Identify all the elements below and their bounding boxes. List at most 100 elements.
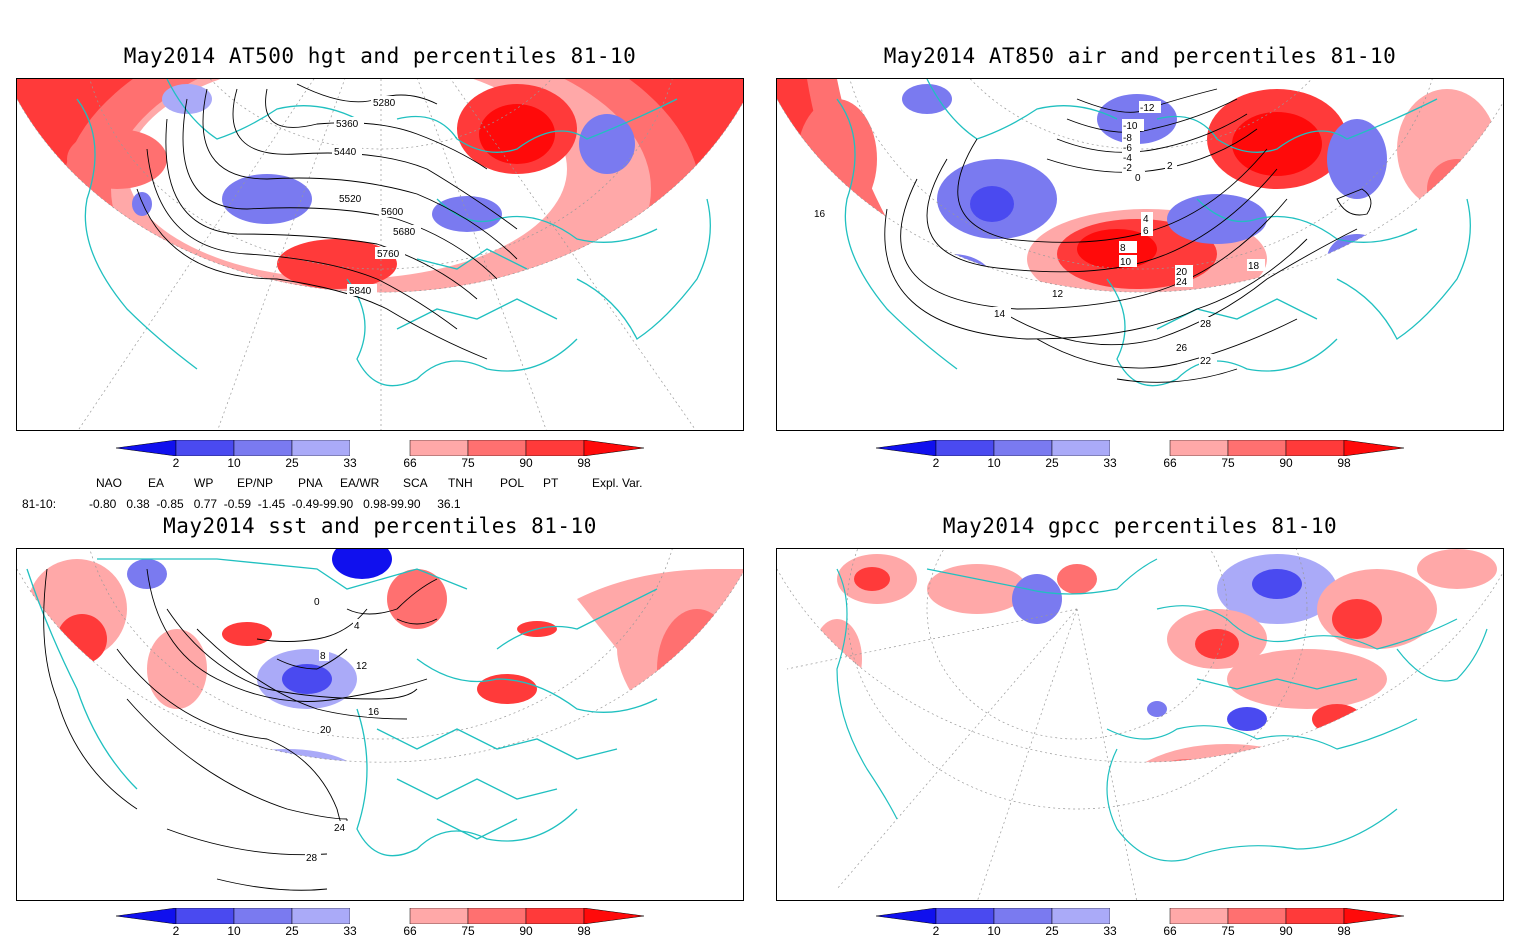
colorbar-swatches	[115, 439, 645, 457]
colorbar-tick: 2	[932, 456, 940, 470]
svg-text:8: 8	[1120, 243, 1126, 254]
colorbar-tick: 33	[343, 924, 357, 938]
svg-text:12: 12	[356, 661, 368, 672]
colorbar-tick: 66	[403, 456, 417, 470]
colorbar-tick: 66	[403, 924, 417, 938]
colorbar-top-left: 2 10 25 33 66 75 90 98	[115, 439, 646, 474]
colorbar-swatches	[875, 439, 1405, 457]
svg-text:-4: -4	[1123, 153, 1132, 164]
index-header-nao: NAO	[96, 476, 123, 490]
map-panel-hgt: 5280 5360 5440 5520 5600 5680 5760 5840	[16, 78, 744, 431]
colorbar-tick: 2	[172, 924, 180, 938]
colorbar-tick: 90	[1279, 924, 1293, 938]
index-header-wp: WP	[194, 476, 214, 490]
svg-text:-6: -6	[1123, 143, 1132, 154]
sst-contour-labels: 0 4 8 12 16 20 24 28	[305, 595, 383, 864]
svg-text:-2: -2	[1123, 163, 1132, 174]
colorbar-tick: 98	[1337, 924, 1351, 938]
svg-text:5360: 5360	[336, 119, 359, 130]
colorbar-tick: 25	[285, 924, 299, 938]
index-row-label: 81-10:	[22, 497, 57, 511]
svg-text:-12: -12	[1140, 103, 1155, 114]
svg-text:-8: -8	[1123, 133, 1132, 144]
svg-text:5520: 5520	[339, 194, 362, 205]
colorbar-tick: 25	[1045, 924, 1059, 938]
svg-text:10: 10	[1120, 257, 1132, 268]
svg-text:16: 16	[368, 707, 380, 718]
svg-text:5840: 5840	[349, 286, 372, 297]
index-header-epnp: EP/NP	[237, 476, 274, 490]
colorbar-tick: 25	[285, 456, 299, 470]
svg-text:24: 24	[334, 823, 346, 834]
colorbar-tick: 2	[932, 924, 940, 938]
svg-text:5760: 5760	[377, 249, 400, 260]
hgt-contour-labels: 5280 5360 5440 5520 5600 5680 5760 5840	[332, 96, 421, 297]
svg-text:14: 14	[994, 309, 1006, 320]
map-air: -12 -10 -8 -6 -4 -2 0 2 4 6 8 10 12 14 1…	[777, 79, 1503, 387]
index-header-ea: EA	[148, 476, 165, 490]
colorbar-top-right: 2 10 25 33 66 75 90 98	[875, 439, 1406, 474]
svg-text:5600: 5600	[381, 207, 404, 218]
svg-text:18: 18	[1248, 261, 1260, 272]
map-panel-sst: 0 4 8 12 16 20 24 28	[16, 548, 744, 901]
colorbar-tick: 10	[987, 456, 1001, 470]
colorbar-tick: 10	[987, 924, 1001, 938]
svg-text:5440: 5440	[334, 147, 357, 158]
svg-text:20: 20	[320, 725, 332, 736]
svg-text:28: 28	[1200, 319, 1212, 330]
svg-text:4: 4	[1143, 214, 1149, 225]
svg-text:26: 26	[1176, 343, 1188, 354]
map-sst: 0 4 8 12 16 20 24 28	[17, 549, 743, 891]
colorbar-tick: 66	[1163, 924, 1177, 938]
index-values: -0.80 0.38 -0.85 0.77 -0.59 -1.45 -0.49-…	[89, 497, 461, 511]
svg-text:0: 0	[314, 597, 320, 608]
index-header-pt: PT	[543, 476, 559, 490]
colorbar-tick: 98	[577, 456, 591, 470]
index-header-eawr: EA/WR	[340, 476, 380, 490]
svg-text:20: 20	[1176, 267, 1188, 278]
colorbar-tick: 10	[227, 924, 241, 938]
panel-title-air: May2014 AT850 air and percentiles 81-10	[883, 44, 1397, 68]
colorbar-tick: 75	[1221, 924, 1235, 938]
svg-text:6: 6	[1143, 226, 1149, 237]
colorbar-tick: 10	[227, 456, 241, 470]
colorbar-tick: 33	[1103, 924, 1117, 938]
panel-title-sst: May2014 sst and percentiles 81-10	[163, 514, 597, 538]
colorbar-bottom-left: 2 10 25 33 66 75 90 98	[115, 907, 646, 942]
panel-title-gpcc: May2014 gpcc percentiles 81-10	[942, 514, 1338, 538]
index-header-sca: SCA	[403, 476, 428, 490]
svg-text:16: 16	[814, 209, 826, 220]
map-gpcc	[777, 549, 1503, 900]
colorbar-tick: 33	[1103, 456, 1117, 470]
colorbar-tick: 98	[577, 924, 591, 938]
svg-text:5280: 5280	[373, 98, 396, 109]
panel-title-hgt: May2014 AT500 hgt and percentiles 81-10	[123, 44, 637, 68]
map-panel-gpcc	[776, 548, 1504, 901]
colorbar-tick: 75	[461, 924, 475, 938]
svg-text:0: 0	[1135, 173, 1141, 184]
colorbar-tick: 25	[1045, 456, 1059, 470]
svg-text:2: 2	[1167, 161, 1173, 172]
svg-text:5680: 5680	[393, 227, 416, 238]
index-header-pna: PNA	[298, 476, 323, 490]
colorbar-tick: 90	[519, 456, 533, 470]
air-contour-labels: -12 -10 -8 -6 -4 -2 0 2 4 6 8 10 12 14 1…	[813, 101, 1265, 367]
index-header-pol: POL	[500, 476, 525, 490]
colorbar-tick: 90	[519, 924, 533, 938]
map-panel-air: -12 -10 -8 -6 -4 -2 0 2 4 6 8 10 12 14 1…	[776, 78, 1504, 431]
svg-text:8: 8	[320, 651, 326, 662]
colorbar-tick: 98	[1337, 456, 1351, 470]
colorbar-bottom-right: 2 10 25 33 66 75 90 98	[875, 907, 1406, 942]
colorbar-tick: 33	[343, 456, 357, 470]
colorbar-swatches	[115, 907, 645, 925]
map-hgt: 5280 5360 5440 5520 5600 5680 5760 5840	[17, 79, 743, 430]
index-header-explvar: Expl. Var.	[592, 476, 643, 490]
svg-text:4: 4	[354, 621, 360, 632]
colorbar-tick: 66	[1163, 456, 1177, 470]
colorbar-tick: 90	[1279, 456, 1293, 470]
colorbar-swatches	[875, 907, 1405, 925]
svg-text:12: 12	[1052, 289, 1064, 300]
index-header-tnh: TNH	[448, 476, 473, 490]
svg-text:28: 28	[306, 853, 318, 864]
svg-text:24: 24	[1176, 277, 1188, 288]
